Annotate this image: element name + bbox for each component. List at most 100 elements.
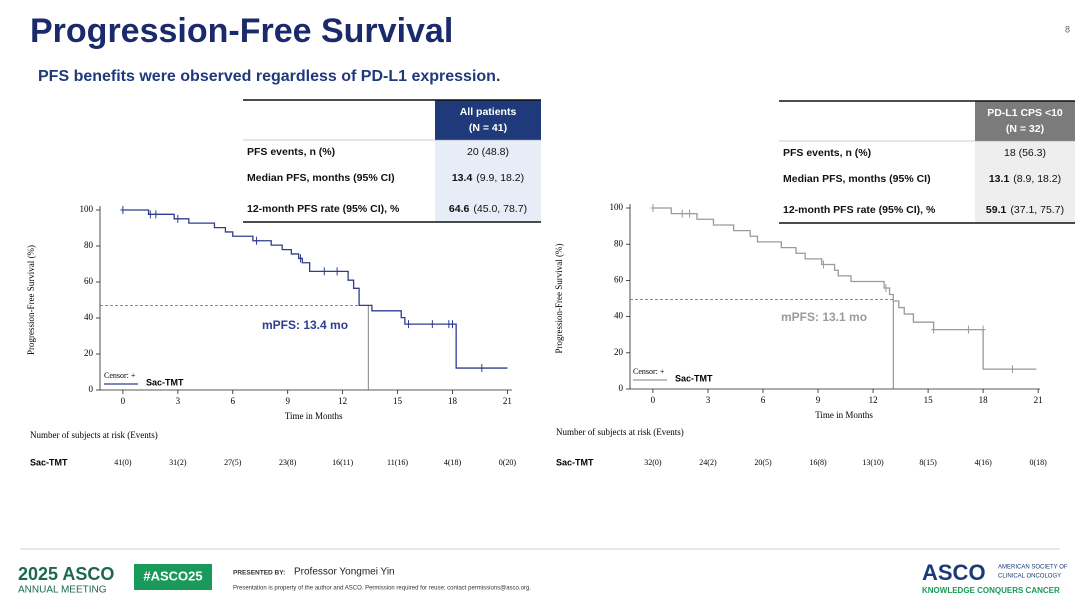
row-value-text: 20 (48.8) (467, 146, 509, 158)
x-tick-label: 0 (121, 396, 126, 406)
censor-mark (254, 236, 260, 245)
table-header-bg (975, 101, 1075, 141)
censor-mark (479, 364, 485, 373)
x-tick-label: 9 (816, 395, 821, 405)
censor-mark (1009, 365, 1015, 374)
table-header: All patients (460, 106, 517, 118)
meeting-name: ANNUAL MEETING (18, 585, 107, 596)
censor-mark (298, 254, 304, 263)
y-tick-label: 60 (614, 274, 624, 284)
risk-value: 16(11) (332, 458, 353, 467)
legend-censor: Censor: + (633, 367, 665, 376)
row-value-text: (8.9, 18.2) (1013, 173, 1061, 185)
y-axis-label: Progression-Free Survival (%) (554, 244, 564, 354)
row-value: 18 (56.3) (1004, 147, 1046, 159)
y-tick-label: 80 (84, 240, 94, 250)
survival-curve (652, 207, 1037, 370)
legend-label: Sac-TMT (146, 377, 184, 387)
censor-mark (650, 204, 656, 212)
risk-value: 16(8) (809, 458, 827, 467)
x-tick-label: 3 (706, 395, 711, 405)
row-label: Median PFS, months (95% CI) (783, 173, 931, 185)
page-number: 8 (1065, 24, 1070, 34)
footer-notice: Presentation is property of the author a… (233, 586, 531, 592)
censor-mark (175, 214, 181, 223)
x-tick-label: 6 (761, 395, 766, 405)
survival-curve (122, 209, 508, 369)
y-tick-label: 100 (610, 202, 624, 212)
x-tick-label: 18 (448, 396, 458, 406)
table-header: (N = 32) (1006, 123, 1044, 135)
row-value: 20 (48.8) (467, 146, 509, 158)
risk-value: 32(0) (644, 458, 662, 467)
asco-tagline: KNOWLEDGE CONQUERS CANCER (922, 586, 1060, 595)
presented-by: PRESENTED BY: (233, 570, 285, 577)
y-tick-label: 20 (614, 347, 624, 357)
censor-mark (821, 260, 827, 269)
y-tick-label: 60 (84, 276, 94, 286)
presenter: Professor Yongmei Yin (294, 567, 395, 578)
row-value: 59.1 (37.1, 75.7) (986, 204, 1064, 216)
y-axis-label: Progression-Free Survival (%) (26, 245, 36, 355)
x-tick-label: 9 (285, 396, 290, 406)
table-header-bg (435, 100, 541, 140)
x-tick-label: 18 (979, 395, 989, 405)
row-value: 64.6 (45.0, 78.7) (449, 203, 527, 215)
censor-mark (980, 325, 986, 334)
hashtag: #ASCO25 (143, 568, 202, 583)
row-value-bold: 13.1 (989, 173, 1010, 185)
censor-mark (687, 209, 693, 218)
censor-mark (679, 209, 685, 218)
row-label: Median PFS, months (95% CI) (247, 172, 395, 184)
risk-value: 27(5) (224, 458, 242, 467)
y-tick-label: 100 (80, 204, 94, 214)
legend-censor: Censor: + (104, 371, 136, 380)
risk-row-label: Sac-TMT (30, 457, 68, 467)
society-line-1: AMERICAN SOCIETY OF (998, 565, 1068, 571)
row-value-bold: 59.1 (986, 204, 1007, 216)
risk-value: 13(10) (862, 458, 884, 467)
x-tick-label: 21 (1034, 395, 1043, 405)
risk-value: 0(20) (499, 458, 517, 467)
censor-mark (406, 320, 412, 329)
row-label: 12-month PFS rate (95% CI), % (783, 204, 936, 216)
median-label: mPFS: 13.1 mo (781, 310, 867, 324)
row-label: 12-month PFS rate (95% CI), % (247, 203, 400, 215)
risk-value: 4(16) (974, 458, 992, 467)
censor-mark (147, 210, 153, 219)
table-value-bg (435, 140, 541, 222)
slide-title: Progression-Free Survival (30, 12, 453, 50)
risk-value: 20(5) (754, 458, 772, 467)
legend-label: Sac-TMT (675, 373, 713, 383)
risk-value: 11(16) (387, 458, 408, 467)
x-tick-label: 0 (651, 395, 656, 405)
x-tick-label: 15 (924, 395, 934, 405)
censor-mark (429, 320, 435, 329)
risk-value: 31(2) (169, 458, 187, 467)
risk-value: 4(18) (444, 458, 462, 467)
y-tick-label: 80 (614, 238, 624, 248)
row-value-text: (9.9, 18.2) (476, 172, 524, 184)
risk-row-label: Sac-TMT (556, 457, 594, 467)
censor-mark (883, 284, 889, 293)
society-line-2: CLINICAL ONCOLOGY (998, 574, 1061, 580)
table-header: PD-L1 CPS <10 (987, 107, 1063, 119)
x-tick-label: 6 (231, 396, 236, 406)
y-tick-label: 40 (614, 311, 624, 321)
row-value-text: (37.1, 75.7) (1010, 204, 1064, 216)
x-axis-label: Time in Months (285, 411, 343, 421)
row-value: 13.1 (8.9, 18.2) (989, 173, 1061, 185)
x-tick-label: 12 (869, 395, 878, 405)
x-tick-label: 21 (503, 396, 512, 406)
row-value-bold: 64.6 (449, 203, 470, 215)
censor-mark (965, 325, 971, 334)
slide-subtitle: PFS benefits were observed regardless of… (38, 68, 500, 85)
censor-mark (120, 206, 126, 214)
y-tick-label: 20 (84, 348, 94, 358)
row-label: PFS events, n (%) (247, 146, 335, 158)
risk-value: 41(0) (114, 458, 132, 467)
censor-mark (321, 267, 327, 276)
y-tick-label: 0 (89, 384, 94, 394)
censor-mark (449, 320, 455, 329)
